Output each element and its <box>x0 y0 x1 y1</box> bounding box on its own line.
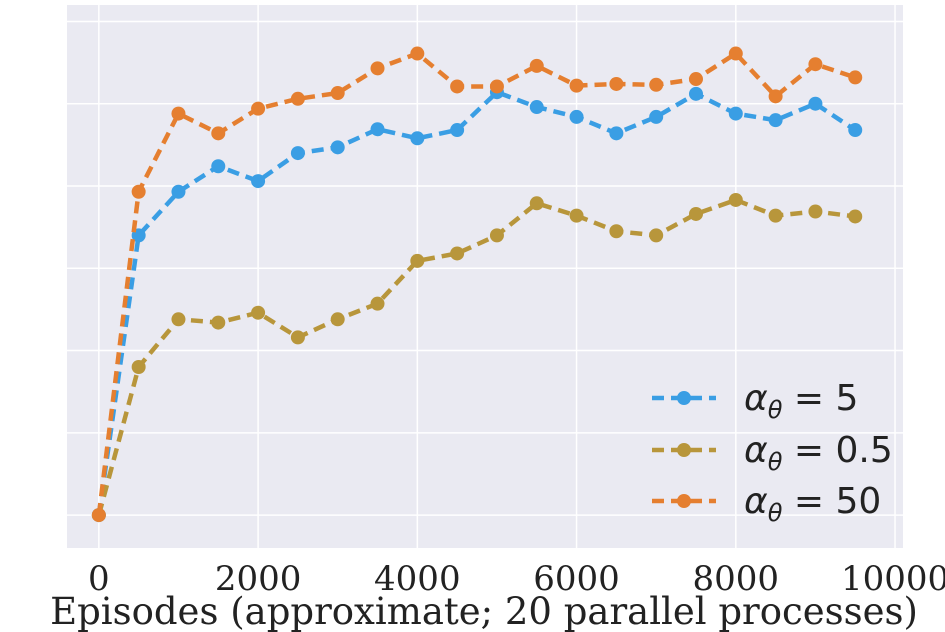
data-point <box>370 61 385 76</box>
data-point <box>171 312 186 327</box>
series-line <box>91 46 863 523</box>
data-point <box>808 204 823 219</box>
data-point <box>848 123 863 138</box>
series-layer <box>91 46 863 523</box>
data-point <box>768 113 783 128</box>
data-point <box>609 126 624 141</box>
data-point <box>768 208 783 223</box>
data-point <box>848 209 863 224</box>
data-point <box>649 109 664 124</box>
data-point <box>808 96 823 111</box>
legend-marker <box>677 443 691 457</box>
data-point <box>450 246 465 261</box>
plot-area <box>67 5 903 548</box>
legend: αθ = 5 αθ = 0.5 αθ = 50 <box>652 378 893 527</box>
series-path <box>96 197 856 516</box>
data-point <box>211 159 226 174</box>
x-tick-label: 8000 <box>693 559 780 599</box>
data-point <box>290 91 305 106</box>
data-point <box>330 312 345 327</box>
data-point <box>688 206 703 221</box>
data-point <box>251 101 266 116</box>
x-axis-label: Episodes (approximate; 20 parallel proce… <box>50 590 918 632</box>
legend-entry: αθ = 50 <box>652 481 881 527</box>
data-point <box>290 146 305 161</box>
data-point <box>529 100 544 115</box>
data-point <box>848 70 863 85</box>
legend-marker <box>677 494 691 508</box>
data-point <box>489 228 504 243</box>
x-tick-labels: 0 2000 4000 6000 8000 10000 <box>88 559 945 599</box>
data-point <box>370 296 385 311</box>
data-point <box>211 315 226 330</box>
data-point <box>330 86 345 101</box>
x-tick-label: 10000 <box>841 559 945 599</box>
data-point <box>330 140 345 155</box>
data-point <box>728 46 743 61</box>
data-point <box>410 46 425 61</box>
data-point <box>171 184 186 199</box>
data-point <box>251 305 266 320</box>
data-point <box>131 184 146 199</box>
x-tick-label: 4000 <box>374 559 461 599</box>
legend-marker <box>677 391 691 405</box>
data-point <box>410 253 425 268</box>
data-point <box>728 192 743 207</box>
data-point <box>808 57 823 72</box>
data-point <box>569 208 584 223</box>
data-point <box>649 77 664 92</box>
x-tick-label: 2000 <box>215 559 302 599</box>
series-path <box>96 89 857 516</box>
data-point <box>529 196 544 211</box>
legend-entry: αθ = 5 <box>652 378 858 424</box>
x-tick-label: 0 <box>88 559 110 599</box>
data-point <box>370 122 385 137</box>
data-point <box>649 228 664 243</box>
data-point <box>211 126 226 141</box>
data-point <box>171 106 186 121</box>
data-point <box>131 360 146 374</box>
data-point <box>728 106 743 121</box>
data-point <box>609 224 624 239</box>
legend-label: αθ = 0.5 <box>744 430 893 476</box>
x-tick-label: 6000 <box>533 559 620 599</box>
data-point <box>529 58 544 73</box>
data-point <box>450 79 465 94</box>
data-point <box>450 123 465 138</box>
data-point <box>410 131 425 146</box>
data-point <box>609 76 624 91</box>
data-point <box>688 72 703 87</box>
series-path <box>96 51 856 516</box>
data-point <box>489 79 504 94</box>
legend-label: αθ = 50 <box>744 481 881 527</box>
legend-entry: αθ = 0.5 <box>652 430 893 476</box>
data-point <box>290 330 305 345</box>
legend-label: αθ = 5 <box>744 378 858 424</box>
data-point <box>251 174 266 189</box>
data-point <box>768 89 783 104</box>
data-point <box>569 78 584 93</box>
data-point <box>91 508 106 523</box>
data-point <box>569 109 584 124</box>
grid-lines <box>67 5 903 548</box>
data-point <box>688 86 703 101</box>
